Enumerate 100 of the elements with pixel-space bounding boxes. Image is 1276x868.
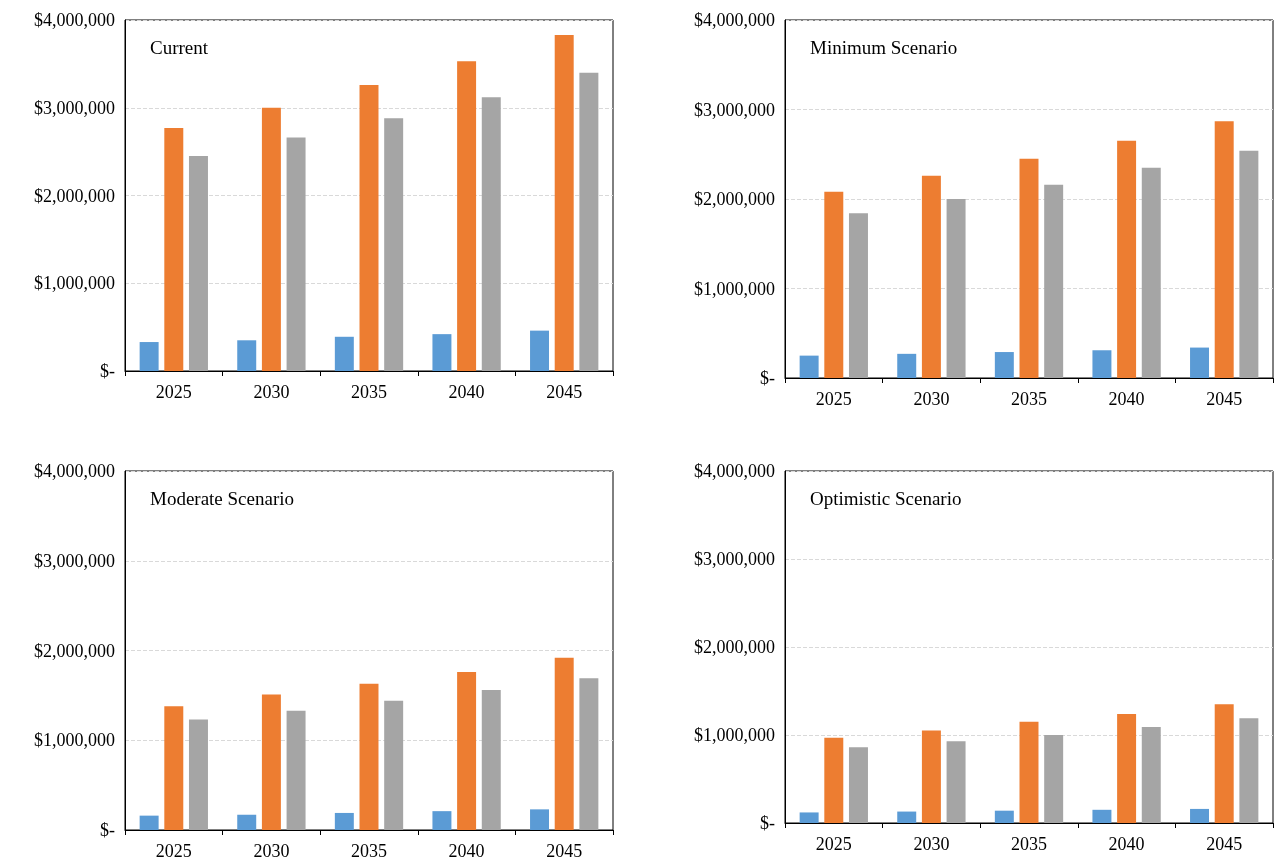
x-tick-label: 2045 (546, 382, 583, 402)
bar (359, 84, 379, 371)
bar (1141, 727, 1161, 823)
bar (946, 199, 966, 378)
x-tick-label: 2040 (448, 382, 485, 402)
x-tick-label: 2045 (1206, 834, 1243, 854)
bar (897, 811, 917, 823)
x-tick-label: 2035 (1011, 834, 1047, 854)
y-tick-label: $4,000,000 (694, 10, 775, 30)
bar (1239, 718, 1259, 823)
bar (188, 156, 208, 371)
bar (530, 330, 550, 371)
bar (384, 118, 404, 371)
bar (188, 719, 208, 830)
bar (334, 336, 354, 371)
bar (994, 352, 1014, 378)
bar (1092, 809, 1112, 823)
bar (848, 747, 868, 823)
bar (824, 737, 844, 823)
text: Minimum Scenario (810, 37, 958, 58)
y-tick-label: $2,000,000 (34, 640, 115, 661)
y-tick-label: $1,000,000 (34, 730, 115, 751)
x-tick-label: 2025 (155, 382, 192, 402)
y-tick-label: $3,000,000 (694, 99, 775, 120)
y-tick-label: $3,000,000 (34, 97, 115, 118)
bar (432, 811, 452, 830)
bar (1019, 721, 1039, 823)
bar (1190, 347, 1210, 378)
x-tick-label: 2030 (253, 382, 290, 402)
y-tick-label: $1,000,000 (694, 725, 775, 745)
bar (921, 175, 941, 378)
bar (457, 61, 477, 371)
bar (1239, 150, 1259, 378)
x-tick-label: 2030 (913, 389, 950, 409)
bar (1117, 140, 1137, 378)
text: Moderate Scenario (150, 488, 295, 509)
x-tick-label: 2045 (1206, 389, 1243, 409)
bar (897, 353, 917, 378)
x-tick-label: 2025 (815, 834, 852, 854)
y-tick-label: $3,000,000 (34, 550, 115, 571)
bar (1141, 167, 1161, 378)
bar (530, 809, 550, 830)
bar (261, 107, 281, 371)
bar (164, 706, 184, 830)
bar (237, 340, 257, 371)
bar (1044, 184, 1064, 378)
x-tick-label: 2025 (815, 389, 852, 409)
bar (1044, 735, 1064, 823)
bar (139, 342, 159, 371)
bar (579, 678, 599, 830)
x-tick-label: 2045 (546, 841, 583, 861)
y-tick-label: $- (100, 820, 115, 840)
y-tick-label: $4,000,000 (34, 10, 115, 30)
bar (334, 812, 354, 830)
bar (261, 694, 281, 830)
bar (139, 815, 159, 830)
bar (1214, 704, 1234, 823)
bar (286, 710, 306, 830)
bar (994, 810, 1014, 823)
bar (481, 97, 501, 371)
bar (164, 127, 184, 371)
bar (1190, 808, 1210, 823)
bar (457, 672, 477, 830)
y-tick-label: $- (760, 813, 775, 833)
x-tick-label: 2030 (913, 834, 950, 854)
y-tick-label: $- (760, 368, 775, 388)
bar (946, 741, 966, 823)
bar (384, 700, 404, 830)
bar (579, 72, 599, 371)
text: Optimistic Scenario (810, 488, 962, 509)
bar (481, 689, 501, 830)
bar (1214, 121, 1234, 378)
x-tick-label: 2030 (253, 841, 290, 861)
x-tick-label: 2035 (1011, 389, 1047, 409)
x-tick-label: 2025 (155, 841, 192, 861)
bar (554, 657, 574, 830)
y-tick-label: $3,000,000 (694, 549, 775, 569)
bar (1117, 713, 1137, 823)
bar (824, 191, 844, 378)
x-tick-label: 2035 (351, 841, 387, 861)
bar (554, 34, 574, 371)
y-tick-label: $1,000,000 (694, 278, 775, 299)
bar (237, 814, 257, 830)
bar (921, 730, 941, 823)
x-tick-label: 2040 (448, 841, 485, 861)
x-tick-label: 2035 (351, 382, 387, 402)
y-tick-label: $2,000,000 (694, 189, 775, 209)
bar (359, 683, 379, 830)
bar (286, 137, 306, 371)
y-tick-label: $- (100, 361, 115, 381)
y-tick-label: $4,000,000 (694, 461, 775, 481)
bar (432, 334, 452, 371)
bar (848, 213, 868, 378)
y-tick-label: $4,000,000 (34, 461, 115, 481)
x-tick-label: 2040 (1108, 389, 1145, 409)
bar (799, 812, 819, 823)
x-tick-label: 2040 (1108, 834, 1145, 854)
bar (799, 355, 819, 378)
bar (1092, 350, 1112, 378)
y-tick-label: $2,000,000 (34, 185, 115, 206)
